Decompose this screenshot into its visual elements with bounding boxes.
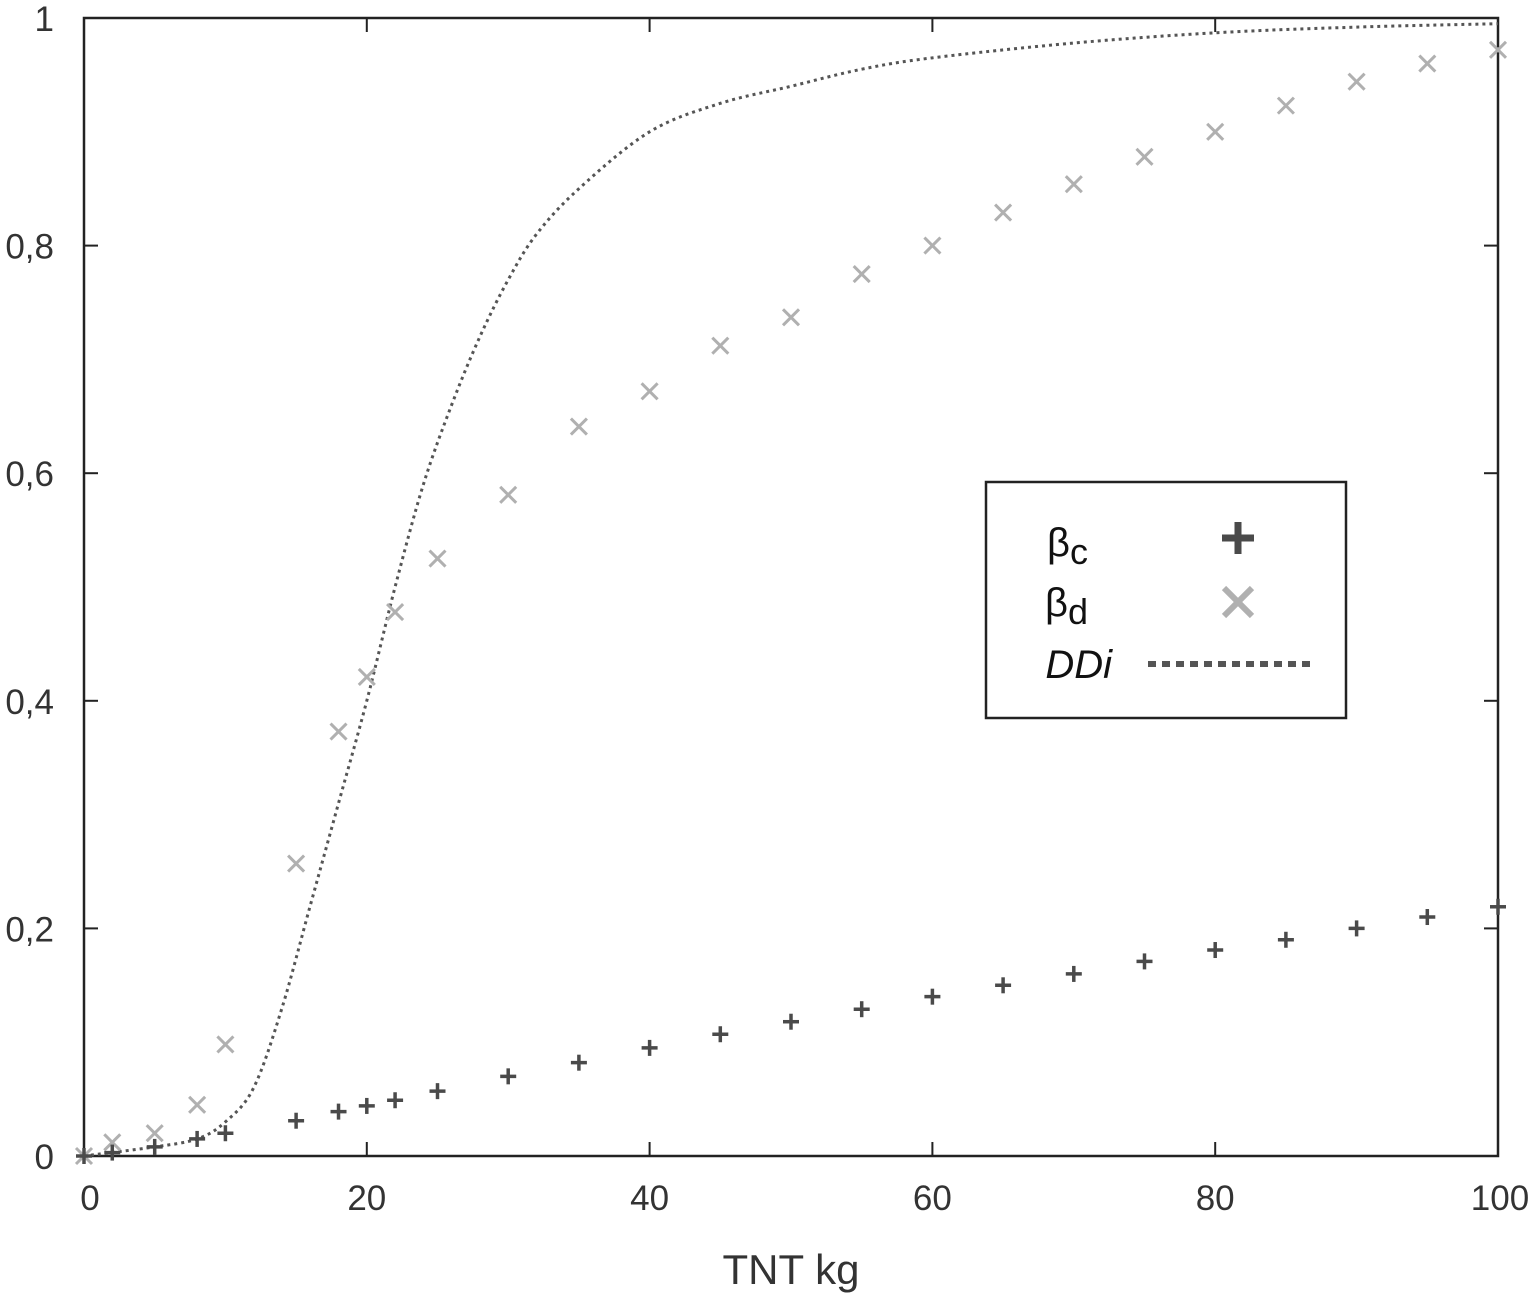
x-tick-label: 80 xyxy=(1196,1179,1235,1218)
beta-d-point xyxy=(923,236,942,255)
beta-d-point xyxy=(1064,175,1083,194)
beta-d-point xyxy=(1135,147,1154,166)
legend-label-ddi: DDi xyxy=(1045,643,1113,687)
y-tick-label: 0,8 xyxy=(5,228,54,267)
beta-c-point xyxy=(189,1130,206,1147)
beta-d-point xyxy=(1418,54,1437,73)
beta-c-point xyxy=(570,1054,587,1071)
ddi-curve xyxy=(83,22,1499,1158)
y-tick-label: 1 xyxy=(35,0,54,39)
beta-c-point xyxy=(288,1112,305,1129)
x-tick-label: 60 xyxy=(913,1179,952,1218)
beta-d-point xyxy=(1276,96,1295,115)
beta-d-point xyxy=(781,308,801,327)
beta-c-point xyxy=(641,1039,658,1056)
beta-d-point xyxy=(188,1095,207,1114)
y-tick-label: 0 xyxy=(35,1138,54,1177)
beta-d-point xyxy=(216,1035,235,1054)
beta-c-point xyxy=(429,1083,446,1100)
beta-c-point xyxy=(853,1001,870,1018)
beta-c-point xyxy=(995,977,1012,994)
axis-ticks xyxy=(83,17,1499,1157)
beta-d-series xyxy=(74,40,1508,1166)
beta-d-point xyxy=(287,854,306,873)
beta-c-point xyxy=(500,1068,517,1085)
beta-c-point xyxy=(146,1138,163,1155)
beta-c-point xyxy=(1490,898,1506,915)
x-tick-label: 100 xyxy=(1471,1179,1529,1218)
beta-d-point xyxy=(1488,40,1508,59)
beta-c-point xyxy=(1065,965,1082,982)
y-tick-label: 0,6 xyxy=(5,455,54,494)
beta-d-point xyxy=(852,264,871,284)
beta-c-point xyxy=(76,1148,92,1164)
legend-marker-beta-d xyxy=(1221,585,1255,619)
beta-c-point xyxy=(217,1125,234,1142)
beta-d-point xyxy=(103,1133,122,1152)
ddi-series xyxy=(83,22,1499,1158)
legend-marker-beta-c xyxy=(1222,522,1254,554)
legend: βc βd DDi xyxy=(984,480,1348,720)
beta-c-point xyxy=(1277,931,1294,948)
x-tick-label: 0 xyxy=(80,1179,99,1218)
y-tick-label: 0,4 xyxy=(5,683,54,722)
beta-d-point xyxy=(499,485,518,504)
beta-d-point xyxy=(329,722,348,741)
y-tick-label: 0,2 xyxy=(5,910,54,949)
beta-c-point xyxy=(712,1026,729,1043)
beta-c-series xyxy=(76,898,1506,1164)
x-tick-label: 20 xyxy=(347,1179,386,1218)
beta-d-point xyxy=(357,667,376,686)
x-tick-label: 40 xyxy=(630,1179,669,1218)
beta-d-point xyxy=(711,336,730,355)
beta-c-point xyxy=(1207,942,1224,959)
beta-c-point xyxy=(330,1103,347,1120)
legend-label-beta-d: βd xyxy=(1045,581,1088,632)
legend-box xyxy=(984,480,1348,720)
beta-d-point xyxy=(386,602,405,622)
tick-labels: 0 20 40 60 80 100 0 0,2 0,4 0,6 0,8 1 xyxy=(5,0,1529,1218)
beta-d-point xyxy=(569,417,588,436)
beta-d-point xyxy=(1206,122,1225,141)
beta-c-point xyxy=(1136,953,1153,970)
legend-label-beta-c: βc xyxy=(1047,521,1088,572)
beta-c-point xyxy=(783,1013,799,1030)
beta-c-point xyxy=(387,1092,404,1109)
beta-c-point xyxy=(358,1097,375,1114)
beta-d-point xyxy=(994,203,1013,222)
beta-c-point xyxy=(1419,909,1436,926)
beta-c-point xyxy=(104,1144,121,1161)
beta-d-point xyxy=(428,549,447,568)
beta-d-point xyxy=(640,382,659,401)
beta-c-point xyxy=(1348,920,1365,937)
x-axis-label: TNT kg xyxy=(723,1246,860,1293)
beta-c-point xyxy=(924,988,941,1005)
beta-d-point xyxy=(145,1124,164,1143)
beta-d-point xyxy=(1347,72,1366,91)
